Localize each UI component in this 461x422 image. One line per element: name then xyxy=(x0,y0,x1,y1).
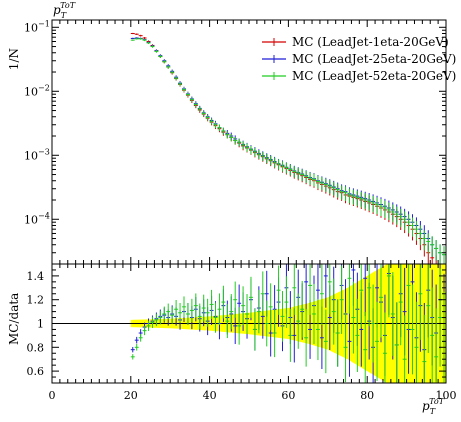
ratio-y-tick-label: 1 xyxy=(37,318,44,331)
main-y-ticks: 10−110−210−310−4 xyxy=(24,19,446,265)
series-mc-leadjet-1eta-20gev xyxy=(130,32,439,264)
chart-title: pTToT xyxy=(53,1,76,20)
x-axis-label-main: p xyxy=(422,399,430,413)
main-y-tick-label: 10−4 xyxy=(24,211,50,226)
main-y-tick-mantissa: 10 xyxy=(24,85,38,98)
ratio-series-mc-leadjet-52eta-20gev xyxy=(130,264,446,383)
main-ylabel: 1/N xyxy=(7,48,21,70)
main-y-tick-exponent: −1 xyxy=(38,19,50,28)
main-y-tick-exponent: −2 xyxy=(38,83,50,92)
main-panel: 10−110−210−310−4 1/N xyxy=(7,19,447,265)
legend: MC (LeadJet-1eta-20GeV) MC (LeadJet-25eta… xyxy=(262,35,456,83)
main-series-group xyxy=(130,32,446,264)
chart-title-sup: ToT xyxy=(60,1,76,10)
main-y-tick-exponent: −4 xyxy=(38,211,50,220)
series-mc-leadjet-52eta-20gev xyxy=(130,37,446,264)
chart-title-main: p xyxy=(53,3,61,17)
main-y-tick-mantissa: 10 xyxy=(24,213,38,226)
main-y-tick-label: 10−1 xyxy=(24,19,50,34)
ratio-x-tick-label: 40 xyxy=(203,389,217,402)
ratio-y-ticks: 0.6 0.8 1 1.2 1.4 xyxy=(27,263,446,384)
legend-entry-label: MC (LeadJet-52eta-20GeV) xyxy=(292,69,456,83)
ratio-x-tick-label: 60 xyxy=(281,389,295,402)
legend-entry-label: MC (LeadJet-25eta-20GeV) xyxy=(292,52,456,66)
ratio-x-tick-label: 80 xyxy=(360,389,374,402)
x-axis-label: pTToT xyxy=(422,397,445,416)
main-y-tick-mantissa: 10 xyxy=(24,21,38,34)
main-y-tick-label: 10−3 xyxy=(24,147,50,162)
ratio-x-tick-label: 0 xyxy=(49,389,56,402)
ratio-y-tick-label: 0.8 xyxy=(27,341,45,354)
ratio-y-tick-label: 1.4 xyxy=(27,270,45,283)
ratio-x-tick-label: 20 xyxy=(124,389,138,402)
main-x-ticks xyxy=(51,20,447,264)
ratio-series-group xyxy=(130,264,446,383)
x-axis-label-sub: T xyxy=(430,407,436,416)
main-y-tick-exponent: −3 xyxy=(38,147,50,156)
legend-entry-label: MC (LeadJet-1eta-20GeV) xyxy=(292,35,449,49)
ratio-x-ticks: 0 20 40 60 80 100 xyxy=(49,264,457,402)
x-axis-label-sup: ToT xyxy=(429,397,445,406)
ratio-panel: 0.6 0.8 1 1.2 1.4 0 20 40 60 80 100 MC/data xyxy=(7,263,457,402)
ratio-ylabel: MC/data xyxy=(7,293,21,345)
main-y-tick-mantissa: 10 xyxy=(24,149,38,162)
ratio-y-tick-label: 1.2 xyxy=(27,294,45,307)
ratio-y-tick-label: 0.6 xyxy=(27,365,45,378)
main-y-tick-label: 10−2 xyxy=(24,83,50,98)
ratio-x-tick-label: 100 xyxy=(436,389,457,402)
chart-title-sub: T xyxy=(61,11,67,20)
